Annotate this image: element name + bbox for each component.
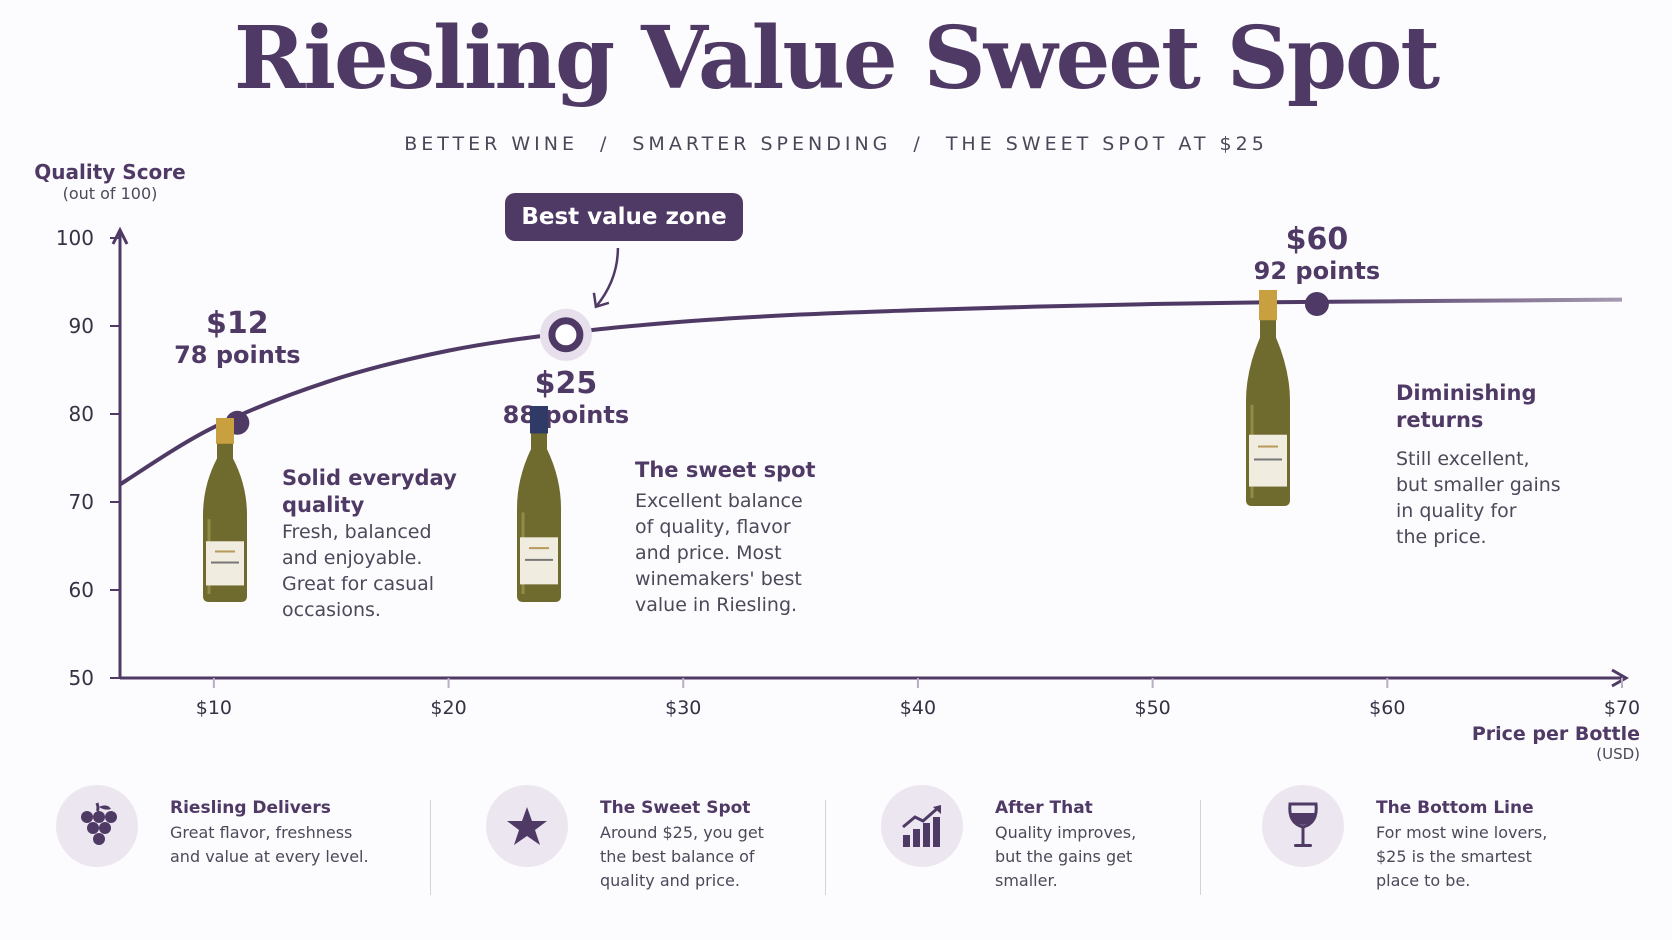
x-tick-label: $50 (1134, 697, 1170, 719)
y-tick-label: 50 (69, 666, 94, 690)
y-axis-arrow (111, 226, 129, 245)
annotation-body: value in Riesling. (635, 594, 798, 616)
star-icon (486, 785, 568, 867)
y-tick-label: 70 (69, 490, 94, 514)
footer-item-after-that: After That Quality improves, but the gain… (881, 785, 1136, 893)
data-point-sweet-spot (548, 317, 584, 353)
callout-arrow (594, 247, 620, 308)
point-score-label: 92 points (1254, 257, 1381, 285)
annotation-body: occasions. (282, 599, 381, 621)
data-point (1304, 292, 1329, 316)
wine-bottle-25 (517, 406, 561, 602)
footer-heading: After That (995, 798, 1093, 818)
x-tick-label: $30 (665, 697, 701, 719)
annotation-everyday: Solid everyday quality Fresh, balanced and… (282, 465, 457, 623)
annotation-body: Great for casual (282, 573, 435, 595)
x-axis-arrow (1611, 668, 1630, 688)
point-price-label: $60 (1286, 222, 1349, 257)
annotation-body: but smaller gains (1396, 474, 1561, 496)
annotation-body: and price. Most (635, 542, 782, 564)
subtitle-part: SMARTER SPENDING (632, 133, 892, 155)
annotation-body: and enjoyable. (282, 547, 423, 569)
x-tick-label: $40 (900, 697, 936, 719)
best-value-zone-callout: Best value zone (505, 193, 743, 241)
y-axis-header: Quality Score (out of 100) (30, 160, 190, 203)
footer-body: the best balance of (600, 847, 755, 866)
footer-body: and value at every level. (170, 847, 369, 866)
footer-body: For most wine lovers, (1376, 823, 1548, 842)
annotation-heading: Solid everyday (282, 466, 457, 490)
footer-body: Around $25, you get (600, 823, 764, 842)
footer-body: $25 is the smartest (1376, 847, 1532, 866)
annotation-heading: returns (1396, 408, 1484, 432)
annotation-body: Still excellent, (1396, 448, 1530, 470)
subtitle-part: THE SWEET SPOT AT $25 (945, 133, 1268, 155)
page-title: Riesling Value Sweet Spot (233, 8, 1440, 109)
x-axis-header: Price per Bottle (USD) (1472, 723, 1640, 763)
y-axis-unit: (out of 100) (62, 184, 158, 203)
annotation-body: in quality for (1396, 500, 1517, 522)
footer-body: quality and price. (600, 871, 740, 890)
subtitle: BETTER WINE / SMARTER SPENDING / THE SWEET S… (404, 133, 1268, 155)
footer-divider (1200, 800, 1201, 895)
footer-heading: The Sweet Spot (600, 798, 751, 818)
annotation-heading: Diminishing (1396, 381, 1537, 405)
wine-bottle-12 (203, 418, 247, 602)
point-price-label: $25 (535, 366, 598, 401)
x-tick-label: $10 (196, 697, 232, 719)
annotation-sweet-spot: The sweet spot Excellent balance of quali… (635, 457, 816, 618)
footer-item-bottom-line: The Bottom Line For most wine lovers, $25… (1262, 785, 1547, 893)
footer-body: smaller. (995, 871, 1058, 890)
footer-divider (825, 800, 826, 895)
annotation-body: Excellent balance (635, 490, 803, 512)
point-score-label: 78 points (174, 341, 301, 369)
annotation-body: of quality, flavor (635, 516, 791, 538)
footer-body: but the gains get (995, 847, 1133, 866)
annotation-heading: The sweet spot (635, 458, 816, 482)
footer-item-riesling-delivers: Riesling Delivers Great flavor, freshnes… (56, 785, 369, 869)
y-tick-label: 100 (56, 226, 94, 250)
footer-body: place to be. (1376, 871, 1471, 890)
y-tick-label: 90 (69, 314, 94, 338)
growth-chart-icon (881, 785, 963, 867)
footer-heading: Riesling Delivers (170, 798, 331, 818)
annotation-body: the price. (1396, 526, 1487, 548)
wine-glass-icon (1262, 785, 1344, 867)
footer-divider (430, 800, 431, 895)
point-score-label: 88 points (503, 401, 630, 429)
subtitle-part: BETTER WINE (404, 133, 578, 155)
annotation-body: Fresh, balanced (282, 521, 432, 543)
point-price-label: $12 (206, 306, 269, 341)
x-axis-label: Price per Bottle (1471, 723, 1640, 745)
grapes-icon (56, 785, 138, 867)
y-tick-label: 80 (69, 402, 94, 426)
footer-heading: The Bottom Line (1376, 798, 1534, 818)
footer-item-sweet-spot: The Sweet Spot Around $25, you get the be… (486, 785, 764, 893)
y-axis-label: Quality Score (34, 160, 186, 184)
y-tick-label: 60 (69, 578, 94, 602)
wine-bottle-60 (1246, 290, 1290, 506)
annotation-body: winemakers' best (635, 568, 802, 590)
x-tick-label: $20 (430, 697, 466, 719)
x-axis-unit: (USD) (1596, 745, 1640, 763)
callout-arrowhead (592, 292, 610, 309)
annotation-heading: quality (282, 493, 365, 517)
quality-curve (118, 297, 1623, 487)
x-tick-label: $60 (1369, 697, 1405, 719)
footer-body: Great flavor, freshness (170, 823, 353, 842)
x-tick-label: $70 (1604, 697, 1640, 719)
footer-body: Quality improves, (995, 823, 1137, 842)
annotation-diminishing: Diminishing returns Still excellent, but s… (1396, 380, 1561, 550)
